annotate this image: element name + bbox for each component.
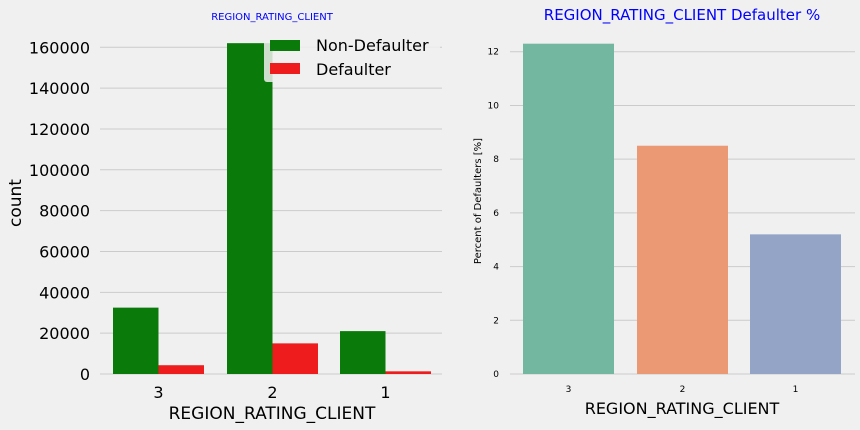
percent-bar-1 [750, 234, 841, 374]
count-chart-ytick-label: 20000 [39, 324, 90, 343]
percent-chart-xtick-label: 2 [680, 385, 686, 395]
count-chart-xtick-label: 2 [267, 383, 277, 402]
legend-label-defaulter: Defaulter [316, 60, 391, 79]
count-bar-non-defaulter-2 [227, 43, 273, 375]
count-bar-non-defaulter-1 [340, 331, 386, 374]
count-chart-xtick-label: 1 [380, 383, 390, 402]
percent-chart: 0 2 4 6 8 10 12 3 2 1 REGION_RATING_CLIENT Defau… [473, 6, 855, 419]
percent-chart-ylabel: Percent of Defaulters [%] [473, 138, 484, 264]
count-chart-title: REGION_RATING_CLIENT [211, 12, 334, 23]
percent-chart-xtick-label: 3 [566, 385, 572, 395]
count-bar-non-defaulter-3 [113, 307, 159, 374]
percent-chart-ytick-label: 6 [493, 209, 499, 219]
count-bar-defaulter-2 [272, 343, 318, 374]
percent-chart-ytick-label: 0 [493, 370, 499, 380]
percent-chart-ytick-label: 4 [493, 263, 499, 273]
count-chart-xtick-label: 3 [153, 383, 163, 402]
count-chart-ytick-label: 80000 [39, 202, 90, 221]
percent-chart-ytick-label: 8 [493, 155, 499, 165]
count-chart-xlabel: REGION_RATING_CLIENT [169, 404, 376, 424]
count-chart-ytick-label: 140000 [29, 79, 90, 98]
legend-label-non-defaulter: Non-Defaulter [316, 36, 429, 55]
percent-chart-ytick-label: 10 [488, 101, 500, 111]
legend: Non-Defaulter Defaulter [264, 34, 440, 82]
count-bar-defaulter-3 [158, 365, 204, 374]
percent-chart-ytick-label: 2 [493, 316, 499, 326]
count-chart-ytick-label: 0 [80, 365, 90, 384]
count-chart-ytick-label: 120000 [29, 120, 90, 139]
count-chart: 0 20000 40000 60000 80000 100000 120000 140000 1… [6, 12, 442, 424]
count-chart-ytick-label: 40000 [39, 283, 90, 302]
legend-swatch-defaulter [270, 63, 300, 74]
percent-chart-xtick-label: 1 [793, 385, 799, 395]
percent-bar-2 [637, 145, 728, 374]
count-chart-ytick-label: 100000 [29, 161, 90, 180]
legend-swatch-non-defaulter [270, 40, 300, 51]
percent-chart-title: REGION_RATING_CLIENT Defaulter % [544, 6, 820, 25]
count-chart-ytick-label: 160000 [29, 38, 90, 57]
legend-box [264, 34, 440, 82]
count-chart-ylabel: count [6, 179, 26, 227]
percent-bar-3 [523, 43, 614, 374]
percent-chart-ytick-label: 12 [488, 48, 499, 58]
count-chart-ytick-label: 60000 [39, 242, 90, 261]
count-bar-defaulter-1 [385, 371, 431, 374]
percent-chart-xlabel: REGION_RATING_CLIENT [585, 399, 780, 419]
